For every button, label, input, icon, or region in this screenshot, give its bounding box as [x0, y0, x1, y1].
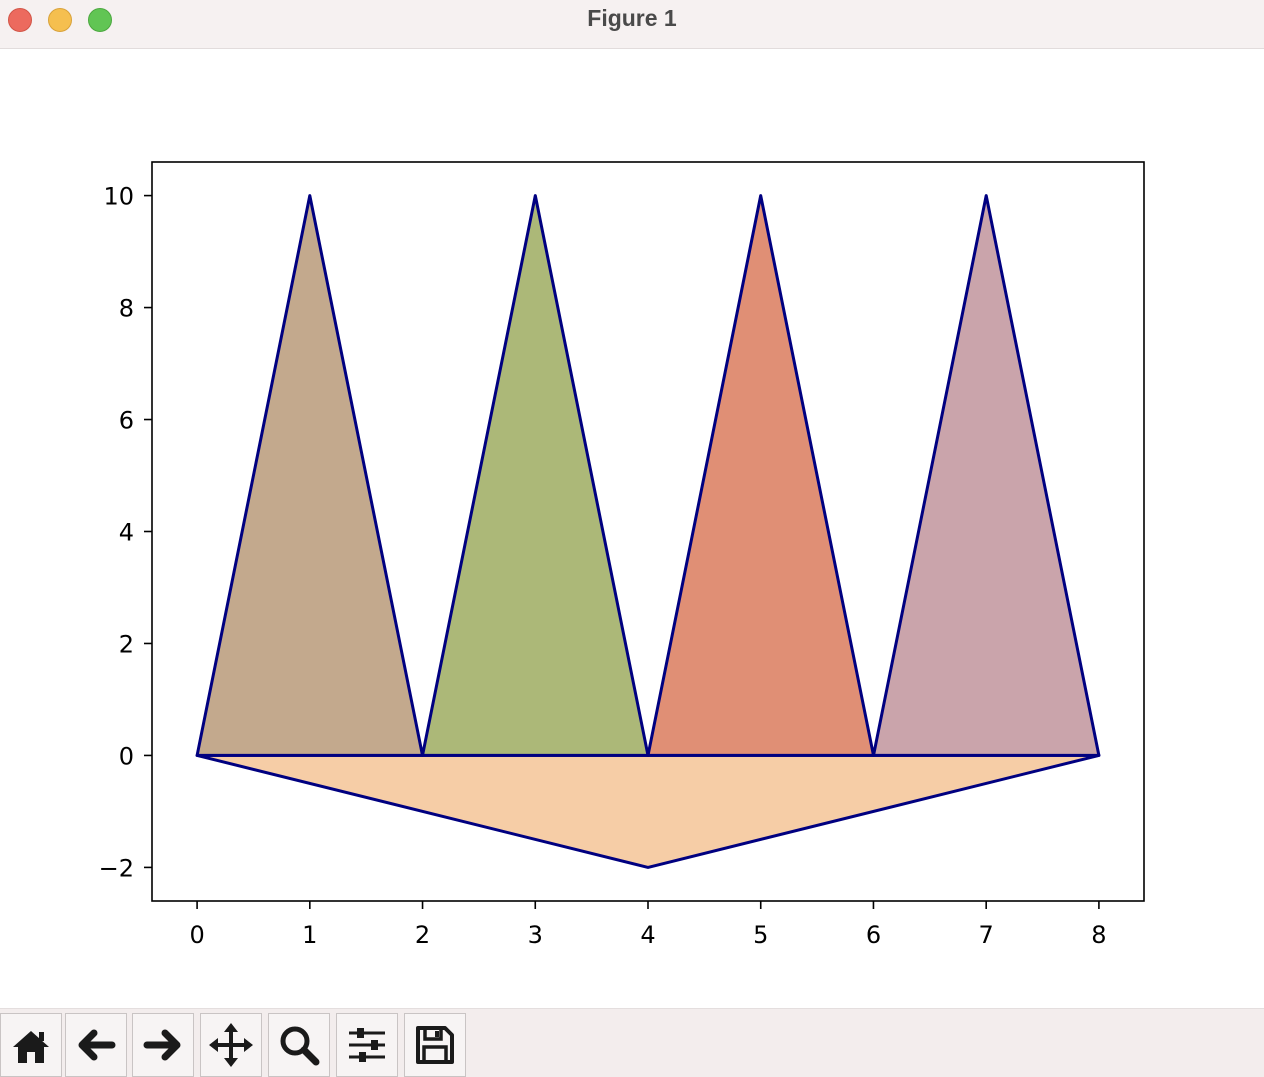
x-tick-label: 5	[753, 921, 768, 949]
title-bar: Figure 1	[0, 0, 1264, 49]
move-icon	[209, 1023, 253, 1067]
polygon-4	[195, 753, 1101, 869]
chart: 0 1 2 3 4 5 6 7 8 −2 0 2 4 6 8 10	[99, 161, 1145, 949]
zoom-button[interactable]	[268, 1013, 330, 1077]
polygon-1	[421, 194, 650, 757]
y-tick-label: 6	[119, 407, 134, 435]
y-tick-label: −2	[99, 854, 134, 882]
close-window-button[interactable]	[8, 8, 32, 32]
x-tick-label: 4	[640, 921, 655, 949]
zoom-icon	[280, 1026, 320, 1066]
y-tick-label: 0	[119, 742, 134, 770]
x-tick-label: 1	[302, 921, 317, 949]
y-tick-label: 4	[119, 519, 134, 547]
pan-button[interactable]	[200, 1013, 262, 1077]
arrow-right-icon	[143, 1029, 181, 1061]
save-icon	[416, 1026, 454, 1064]
arrow-left-icon	[78, 1029, 116, 1061]
x-tick-label: 7	[979, 921, 994, 949]
x-tick-label: 8	[1091, 921, 1106, 949]
x-tick-label: 6	[866, 921, 881, 949]
y-tick-label: 8	[119, 295, 134, 323]
home-icon	[13, 1031, 49, 1063]
window-title: Figure 1	[587, 5, 677, 31]
home-button[interactable]	[0, 1013, 62, 1077]
sliders-icon	[349, 1028, 385, 1062]
polygon-3	[872, 194, 1101, 757]
save-button[interactable]	[404, 1013, 466, 1077]
maximize-window-button[interactable]	[88, 8, 112, 32]
navigation-toolbar	[0, 1008, 1264, 1077]
x-tick-label: 0	[189, 921, 204, 949]
polygon-2	[646, 194, 875, 757]
forward-button[interactable]	[132, 1013, 194, 1077]
back-button[interactable]	[65, 1013, 127, 1077]
y-tick-label: 10	[103, 183, 134, 211]
minimize-window-button[interactable]	[48, 8, 72, 32]
configure-subplots-button[interactable]	[336, 1013, 398, 1077]
figure-canvas: 0 1 2 3 4 5 6 7 8 −2 0 2 4 6 8 10	[0, 49, 1264, 1007]
x-tick-label: 2	[415, 921, 430, 949]
x-tick-label: 3	[528, 921, 543, 949]
y-tick-label: 2	[119, 630, 134, 658]
polygon-0	[195, 194, 424, 757]
